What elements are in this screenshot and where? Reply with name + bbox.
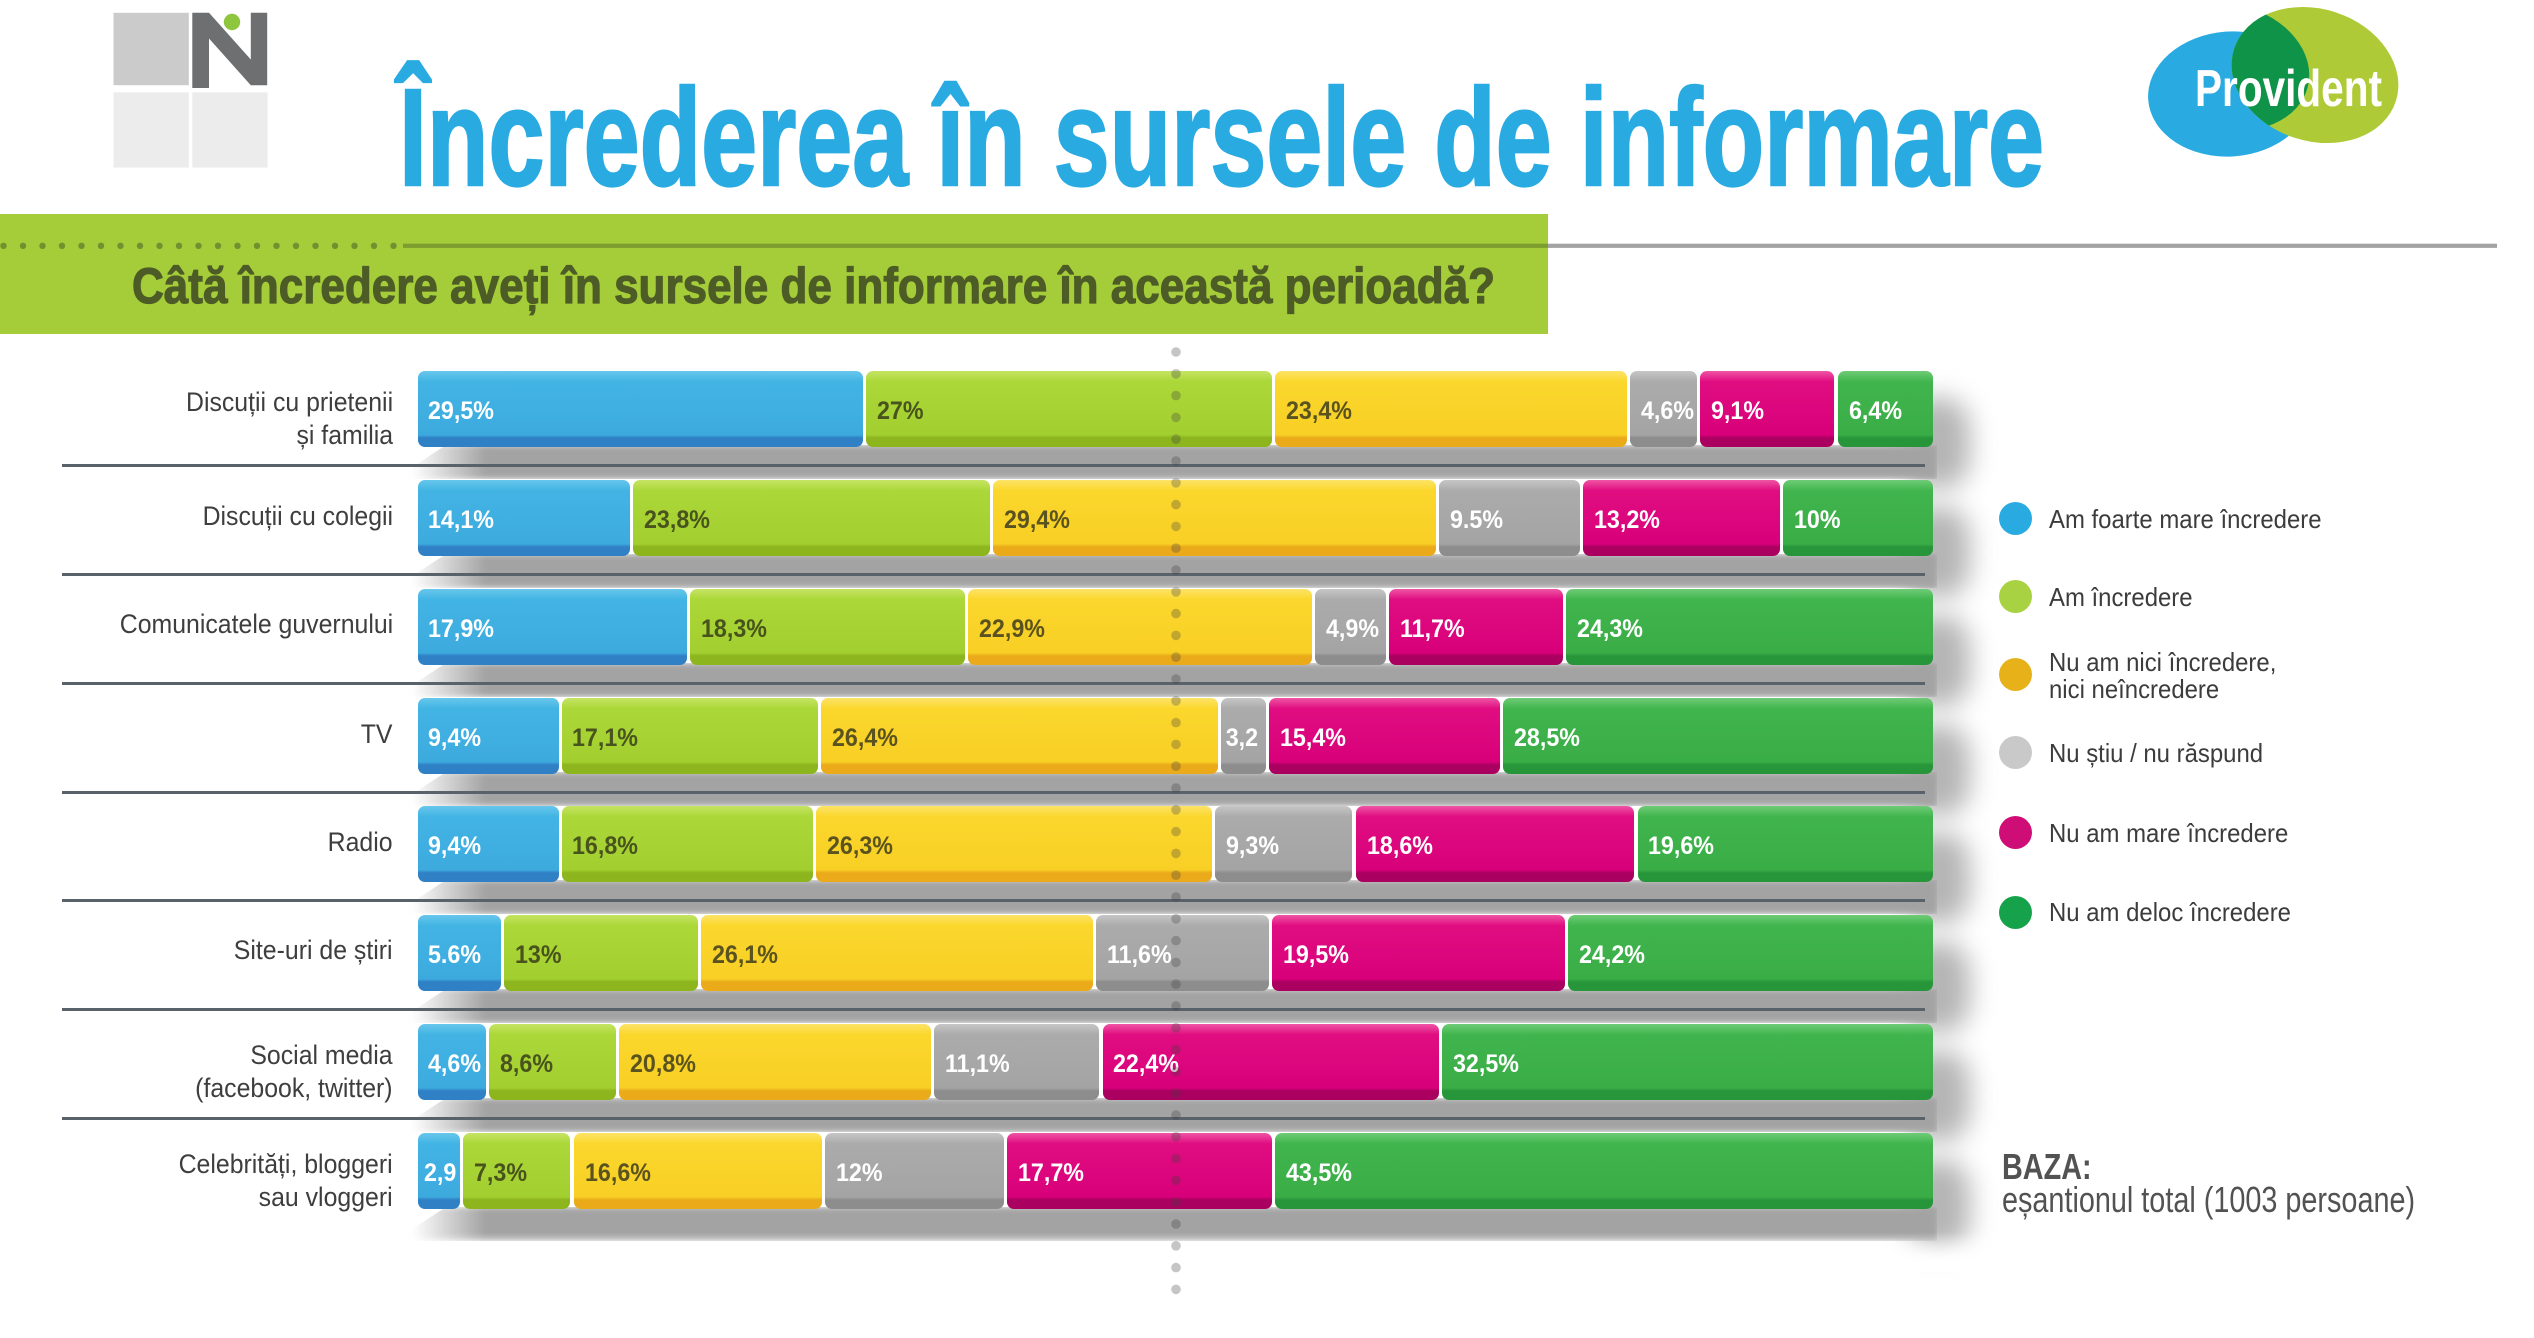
svg-text:Câtă încredere aveți în sursel: Câtă încredere aveți în sursele de infor… bbox=[132, 258, 1495, 314]
svg-text:Încrederea în sursele de infor: Încrederea în sursele de informare bbox=[395, 61, 2044, 215]
svg-text:Provident: Provident bbox=[2195, 60, 2382, 118]
